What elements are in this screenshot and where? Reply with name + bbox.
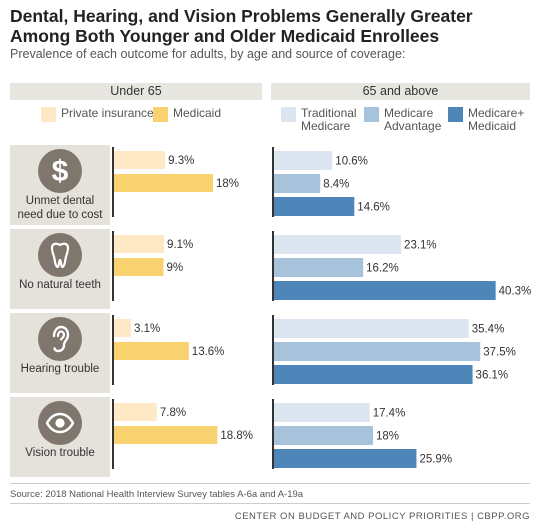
credit-divider: [10, 503, 530, 504]
legend-item-medicare-medicaid: Medicare+ Medicaid: [448, 107, 530, 133]
bar-traditional-medicare-hearing-trouble: [274, 319, 469, 338]
legend-swatch-private-insurance: [41, 107, 56, 122]
legend-label: Medicare+ Medicaid: [468, 106, 525, 133]
bar-private-insurance-unmet-dental-need-due-to-cost: [114, 151, 166, 169]
bar-medicare-advantage-hearing-trouble: [274, 342, 481, 361]
bar-private-insurance-vision-trouble: [114, 403, 157, 421]
bar-medicare-advantage-vision-trouble: [274, 426, 373, 445]
data-label-medicaid: 18%: [216, 178, 239, 190]
group-header-65-and-above: 65 and above: [271, 83, 530, 100]
data-label-medicare-advantage: 37.5%: [483, 347, 516, 359]
category-panel-dental: $ Unmet dental need due to cost: [10, 145, 110, 225]
eye-icon: [38, 401, 82, 445]
category-label: Vision trouble: [25, 447, 95, 459]
data-label-private-insurance: 9.1%: [167, 239, 193, 251]
data-label-medicaid: 9%: [167, 262, 184, 274]
bar-private-insurance-hearing-trouble: [114, 319, 132, 337]
data-label-traditional-medicare: 10.6%: [335, 156, 368, 168]
bar-medicare-medicaid-unmet-dental-need-due-to-cost: [274, 197, 355, 216]
category-panel-teeth: No natural teeth: [10, 229, 110, 309]
legend-swatch-medicare-advantage: [364, 107, 379, 122]
category-label: Unmet dental need due to cost: [17, 195, 103, 221]
data-label-medicaid: 18.8%: [220, 430, 253, 442]
bar-medicare-advantage-unmet-dental-need-due-to-cost: [274, 174, 321, 193]
data-label-medicare-advantage: 16.2%: [366, 263, 399, 275]
bar-medicaid-hearing-trouble: [114, 342, 189, 360]
data-label-traditional-medicare: 23.1%: [404, 240, 437, 252]
data-label-medicare-advantage: 18%: [376, 431, 399, 443]
legend-swatch-medicare-medicaid: [448, 107, 463, 122]
data-label-private-insurance: 7.8%: [160, 407, 186, 419]
footer-divider: [10, 483, 530, 484]
data-label-medicare-medicaid: 25.9%: [419, 454, 452, 466]
bar-medicaid-no-natural-teeth: [114, 258, 164, 276]
data-label-medicare-medicaid: 36.1%: [476, 370, 509, 382]
legend-item-private-insurance: Private insurance: [41, 107, 154, 122]
legend-label: Medicaid: [173, 106, 222, 120]
legend-swatch-traditional-medicare: [281, 107, 296, 122]
bar-medicare-medicaid-hearing-trouble: [274, 365, 473, 384]
legend-swatch-medicaid: [153, 107, 168, 122]
bar-medicaid-unmet-dental-need-due-to-cost: [114, 174, 213, 192]
bar-traditional-medicare-vision-trouble: [274, 403, 370, 422]
legend-label: Private insurance: [61, 106, 154, 120]
category-label: Hearing trouble: [20, 363, 100, 375]
tooth-icon: [38, 233, 82, 277]
svg-text:$: $: [52, 155, 69, 188]
data-label-private-insurance: 3.1%: [134, 323, 160, 335]
legend-label: Medicare Advantage: [384, 106, 442, 133]
data-label-medicare-medicaid: 40.3%: [499, 286, 532, 298]
legend-item-medicaid: Medicaid: [153, 107, 221, 122]
ear-icon: [38, 317, 82, 361]
chart-title: Dental, Hearing, and Vision Problems Gen…: [10, 6, 473, 46]
bar-medicare-medicaid-vision-trouble: [274, 449, 417, 468]
category-label: No natural teeth: [19, 279, 101, 291]
data-label-traditional-medicare: 17.4%: [373, 408, 406, 420]
data-label-medicare-medicaid: 14.6%: [357, 202, 390, 214]
data-label-private-insurance: 9.3%: [168, 155, 194, 167]
bar-medicare-advantage-no-natural-teeth: [274, 258, 364, 277]
category-panel-hearing: Hearing trouble: [10, 313, 110, 393]
category-panel-vision: Vision trouble: [10, 397, 110, 477]
bar-medicare-medicaid-no-natural-teeth: [274, 281, 496, 300]
bar-traditional-medicare-unmet-dental-need-due-to-cost: [274, 151, 333, 170]
legend-item-traditional-medicare: Traditional Medicare: [281, 107, 363, 133]
data-label-medicaid: 13.6%: [192, 346, 225, 358]
legend-label: Traditional Medicare: [301, 106, 357, 133]
bar-private-insurance-no-natural-teeth: [114, 235, 165, 253]
group-header-under-65: Under 65: [10, 83, 262, 100]
data-label-traditional-medicare: 35.4%: [472, 324, 505, 336]
credit-line: CENTER ON BUDGET AND POLICY PRIORITIES |…: [234, 511, 530, 522]
bar-medicaid-vision-trouble: [114, 426, 218, 444]
dollar-icon: $: [38, 149, 82, 193]
bar-traditional-medicare-no-natural-teeth: [274, 235, 402, 254]
source-note: Source: 2018 National Health Interview S…: [10, 489, 304, 500]
chart-subtitle: Prevalence of each outcome for adults, b…: [10, 47, 406, 61]
legend-item-medicare-advantage: Medicare Advantage: [364, 107, 446, 133]
data-label-medicare-advantage: 8.4%: [323, 179, 349, 191]
